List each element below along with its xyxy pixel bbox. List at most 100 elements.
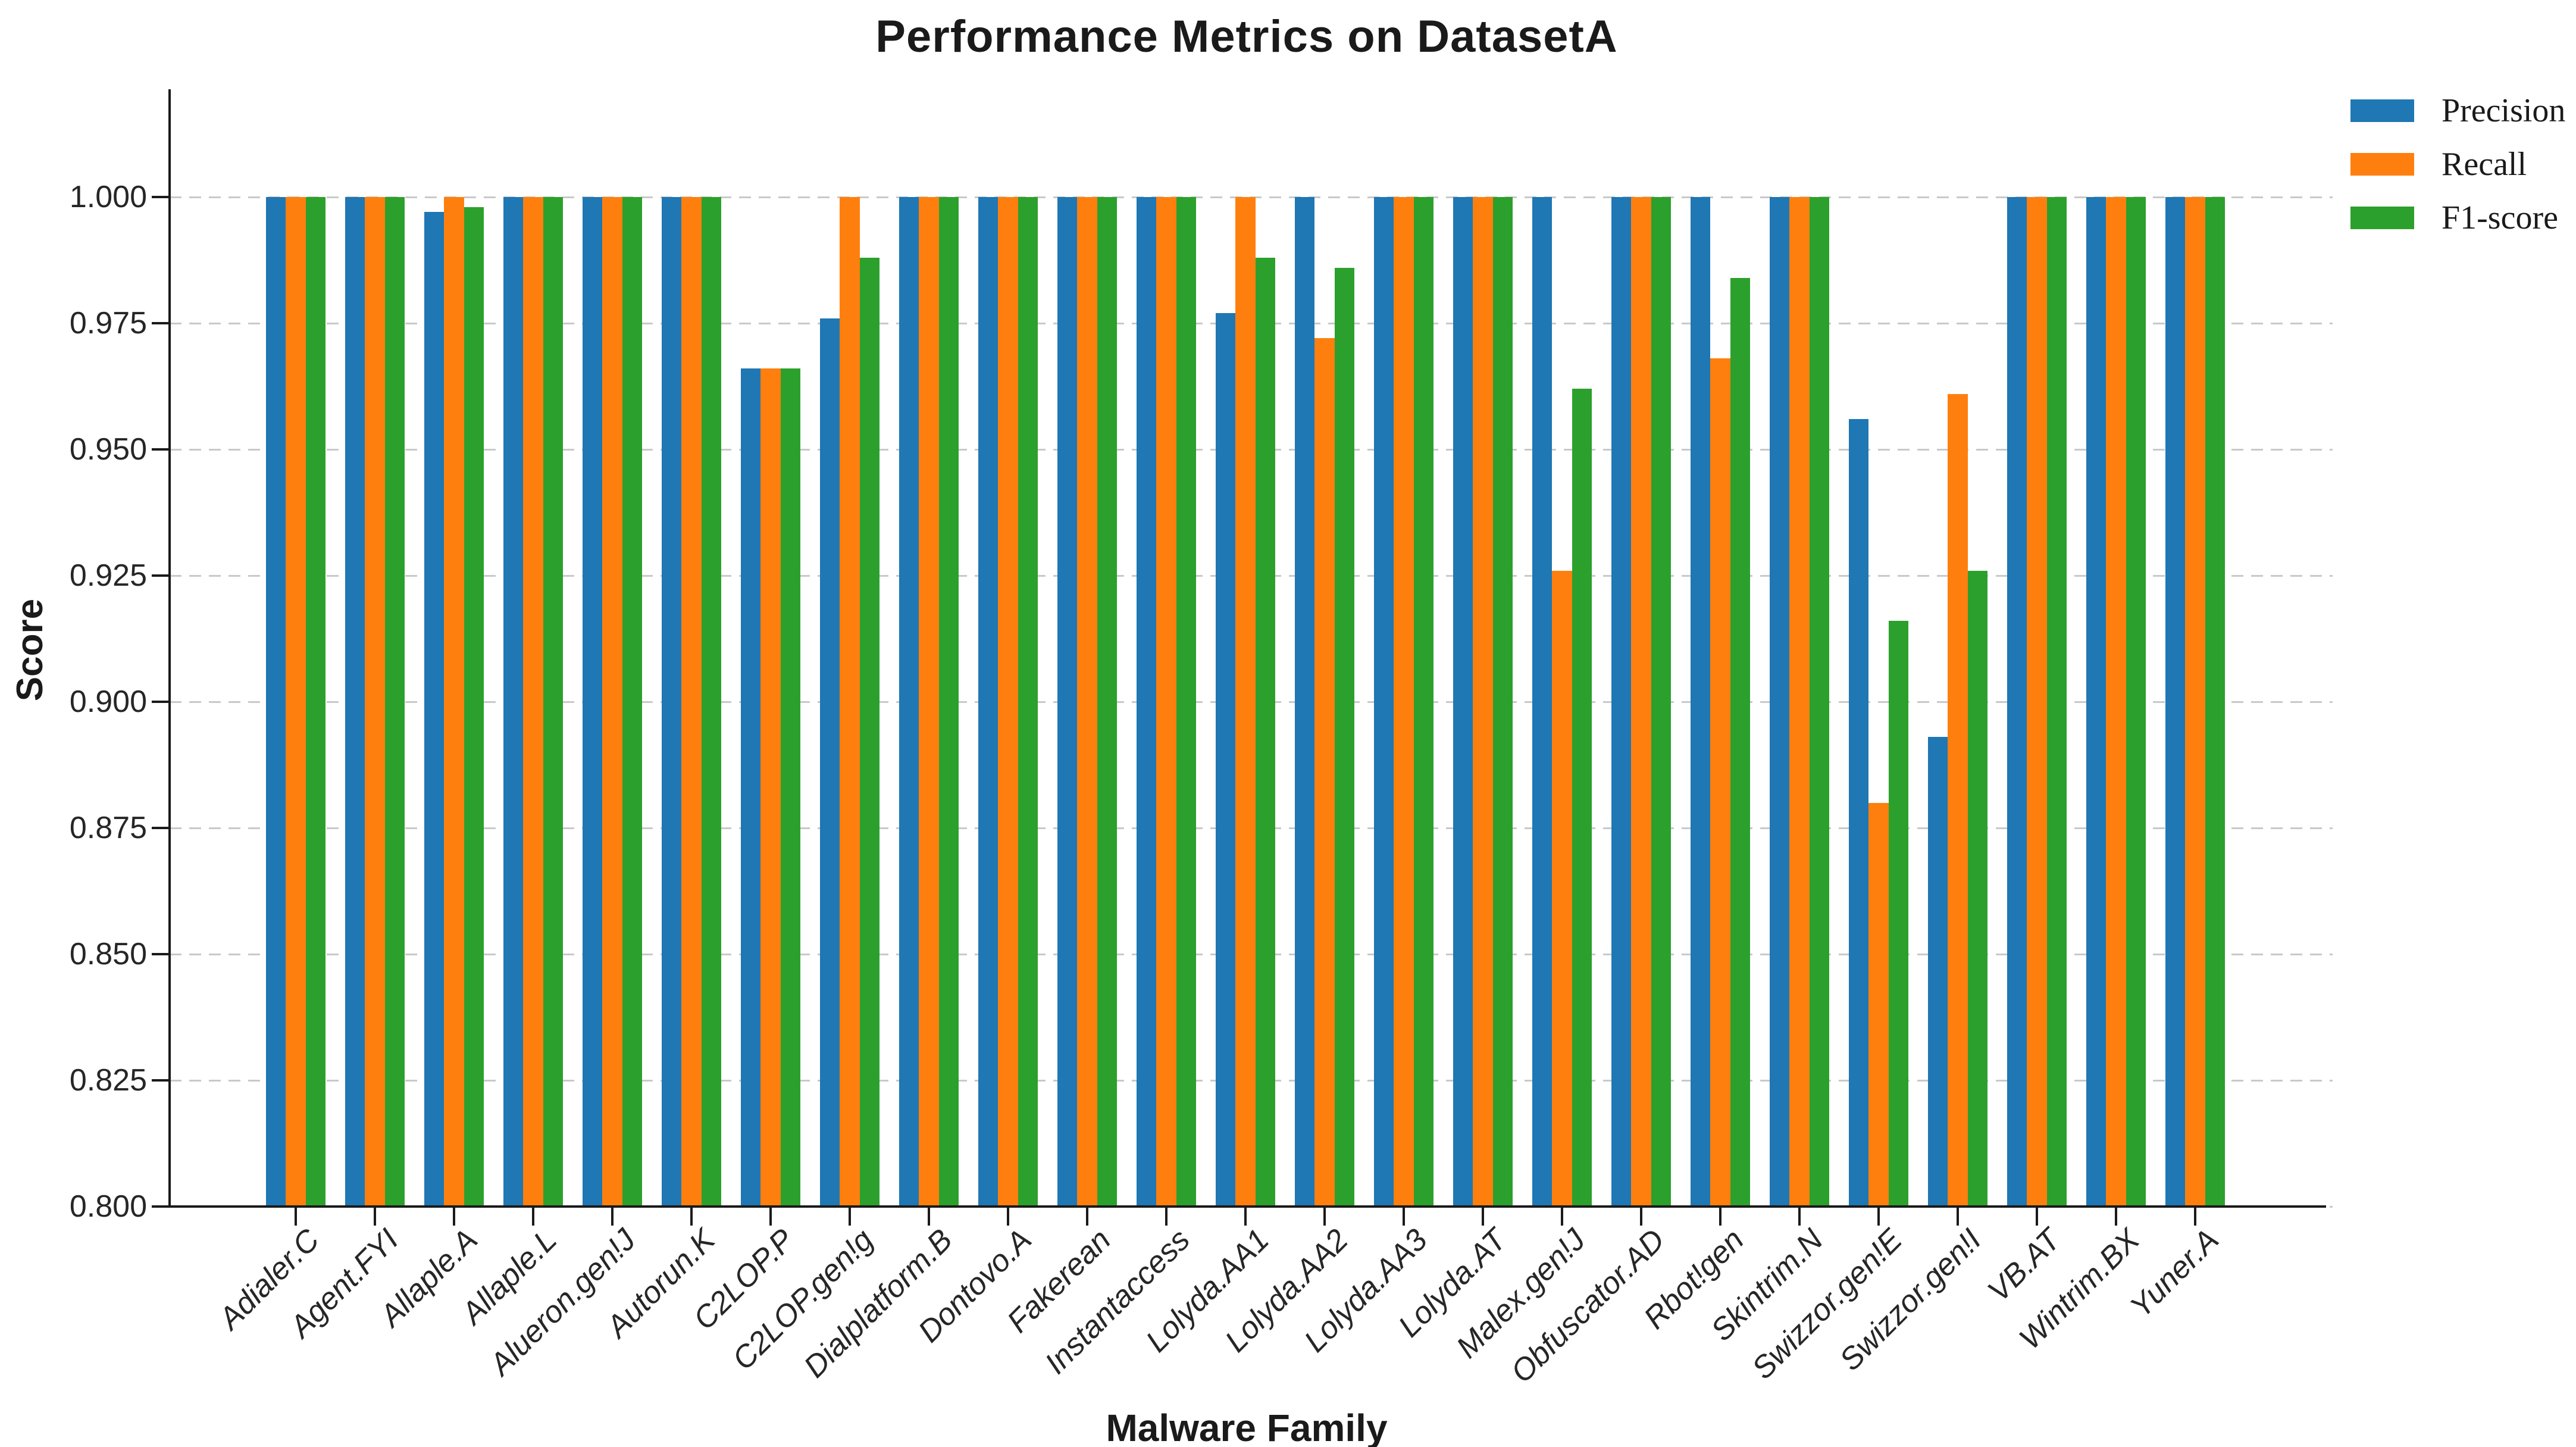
bar-recall-Autorun.K bbox=[681, 197, 702, 1207]
bar-precision-Allaple.L bbox=[503, 197, 524, 1207]
bar-f1-score-Alueron.gen!J bbox=[622, 197, 642, 1207]
bar-recall-Instantaccess bbox=[1156, 197, 1176, 1207]
bar-f1-score-Allaple.A bbox=[464, 207, 484, 1207]
legend: Precision Recall F1-score bbox=[2350, 94, 2565, 255]
bar-recall-Lolyda.AA2 bbox=[1314, 338, 1335, 1207]
x-tick-C2LOP.P bbox=[769, 1208, 772, 1226]
bar-precision-Adialer.C bbox=[266, 197, 286, 1207]
x-tick-C2LOP.gen!g bbox=[849, 1208, 851, 1226]
x-tick-Malex.gen!J bbox=[1561, 1208, 1563, 1226]
bar-recall-Malex.gen!J bbox=[1552, 570, 1572, 1207]
y-tick-label-0.950: 0.950 bbox=[69, 432, 147, 467]
y-tick-label-0.875: 0.875 bbox=[69, 811, 147, 845]
bar-recall-VB.AT bbox=[2027, 197, 2047, 1207]
bar-recall-Swizzor.gen!E bbox=[1868, 802, 1889, 1207]
bar-recall-Skintrim.N bbox=[1789, 197, 1810, 1207]
y-tick-label-0.800: 0.800 bbox=[69, 1189, 147, 1224]
bar-recall-Swizzor.gen!I bbox=[1948, 393, 1968, 1207]
y-tick-label-1.000: 1.000 bbox=[69, 180, 147, 214]
x-tick-Allaple.A bbox=[453, 1208, 455, 1226]
bar-recall-Alueron.gen!J bbox=[602, 197, 622, 1207]
bar-f1-score-Lolyda.AA1 bbox=[1255, 257, 1275, 1207]
x-tick-Alueron.gen!J bbox=[611, 1208, 614, 1226]
x-tick-Swizzor.gen!E bbox=[1877, 1208, 1880, 1226]
bar-f1-score-Allaple.L bbox=[543, 197, 563, 1207]
bar-precision-Autorun.K bbox=[662, 197, 682, 1207]
bar-precision-Wintrim.BX bbox=[2086, 197, 2107, 1207]
bar-f1-score-Dontovo.A bbox=[1018, 197, 1038, 1207]
bar-f1-score-Adialer.C bbox=[305, 197, 325, 1207]
bar-recall-Rbot!gen bbox=[1710, 358, 1730, 1207]
x-tick-Obfuscator.AD bbox=[1640, 1208, 1642, 1226]
x-tick-Swizzor.gen!I bbox=[1957, 1208, 1959, 1226]
bar-precision-Obfuscator.AD bbox=[1611, 197, 1632, 1207]
bar-f1-score-Malex.gen!J bbox=[1572, 389, 1592, 1207]
bar-f1-score-Yuner.A bbox=[2205, 197, 2225, 1207]
bar-f1-score-C2LOP.P bbox=[780, 368, 800, 1207]
y-tick-0.875 bbox=[152, 827, 170, 829]
x-tick-Rbot!gen bbox=[1719, 1208, 1721, 1226]
x-tick-Fakerean bbox=[1086, 1208, 1088, 1226]
x-tick-Yuner.A bbox=[2194, 1208, 2196, 1226]
bar-f1-score-Agent.FYI bbox=[384, 197, 405, 1207]
bar-precision-Rbot!gen bbox=[1691, 197, 1711, 1207]
bar-recall-C2LOP.gen!g bbox=[840, 197, 860, 1207]
x-tick-Allaple.L bbox=[532, 1208, 534, 1226]
legend-swatch-f1-score bbox=[2350, 207, 2414, 229]
x-tick-Agent.FYI bbox=[374, 1208, 376, 1226]
bar-recall-Fakerean bbox=[1077, 197, 1097, 1207]
x-tick-Lolyda.AA2 bbox=[1323, 1208, 1326, 1226]
bar-precision-Fakerean bbox=[1057, 197, 1078, 1207]
bar-recall-Wintrim.BX bbox=[2106, 197, 2126, 1207]
bar-f1-score-Obfuscator.AD bbox=[1651, 197, 1671, 1207]
bar-f1-score-Autorun.K bbox=[701, 197, 721, 1207]
bar-precision-Allaple.A bbox=[424, 212, 445, 1207]
x-tick-Dialplatform.B bbox=[928, 1208, 930, 1226]
bar-precision-Swizzor.gen!I bbox=[1928, 737, 1948, 1207]
chart-title: Performance Metrics on DatasetA bbox=[875, 11, 1618, 62]
bar-f1-score-Lolyda.AA2 bbox=[1334, 267, 1354, 1207]
bar-f1-score-Dialplatform.B bbox=[938, 197, 959, 1207]
bar-precision-Lolyda.AA1 bbox=[1216, 313, 1236, 1207]
bar-precision-Alueron.gen!J bbox=[583, 197, 603, 1207]
x-axis-label: Malware Family bbox=[1106, 1407, 1388, 1447]
bar-f1-score-Lolyda.AA3 bbox=[1413, 197, 1433, 1207]
y-tick-1.000 bbox=[152, 196, 170, 198]
x-axis-spine bbox=[168, 1205, 2326, 1208]
bar-recall-Lolyda.AA3 bbox=[1394, 197, 1414, 1207]
bar-recall-Dontovo.A bbox=[998, 197, 1018, 1207]
legend-item-precision: Precision bbox=[2350, 94, 2565, 127]
bar-f1-score-Swizzor.gen!E bbox=[1888, 621, 1908, 1207]
y-tick-label-0.925: 0.925 bbox=[69, 558, 147, 593]
bar-f1-score-Rbot!gen bbox=[1730, 277, 1750, 1207]
legend-label-precision: Precision bbox=[2442, 92, 2566, 129]
bar-recall-Lolyda.AA1 bbox=[1235, 197, 1256, 1207]
bar-recall-Lolyda.AT bbox=[1473, 197, 1493, 1207]
bar-recall-C2LOP.P bbox=[760, 368, 781, 1207]
bar-f1-score-Skintrim.N bbox=[1809, 197, 1829, 1207]
bar-f1-score-Lolyda.AT bbox=[1492, 197, 1513, 1207]
legend-label-recall: Recall bbox=[2442, 146, 2527, 183]
bar-precision-Lolyda.AA2 bbox=[1295, 197, 1315, 1207]
bar-precision-Malex.gen!J bbox=[1532, 197, 1553, 1207]
y-tick-0.975 bbox=[152, 322, 170, 324]
bar-f1-score-C2LOP.gen!g bbox=[859, 257, 879, 1207]
y-tick-label-0.975: 0.975 bbox=[69, 306, 147, 340]
bar-recall-Obfuscator.AD bbox=[1631, 197, 1651, 1207]
bar-recall-Dialplatform.B bbox=[919, 197, 939, 1207]
x-tick-VB.AT bbox=[2036, 1208, 2038, 1226]
x-tick-Lolyda.AT bbox=[1482, 1208, 1484, 1226]
bar-recall-Allaple.A bbox=[444, 197, 464, 1207]
legend-swatch-precision bbox=[2350, 99, 2414, 122]
x-tick-Lolyda.AA1 bbox=[1244, 1208, 1247, 1226]
bar-recall-Adialer.C bbox=[286, 197, 306, 1207]
bar-precision-Lolyda.AT bbox=[1453, 197, 1473, 1207]
x-tick-Autorun.K bbox=[690, 1208, 693, 1226]
bar-precision-Agent.FYI bbox=[345, 197, 365, 1207]
y-tick-0.900 bbox=[152, 701, 170, 703]
legend-label-f1-score: F1-score bbox=[2442, 199, 2558, 236]
bar-precision-Yuner.A bbox=[2165, 197, 2186, 1207]
bar-f1-score-Fakerean bbox=[1097, 197, 1117, 1207]
x-tick-Lolyda.AA3 bbox=[1403, 1208, 1405, 1226]
